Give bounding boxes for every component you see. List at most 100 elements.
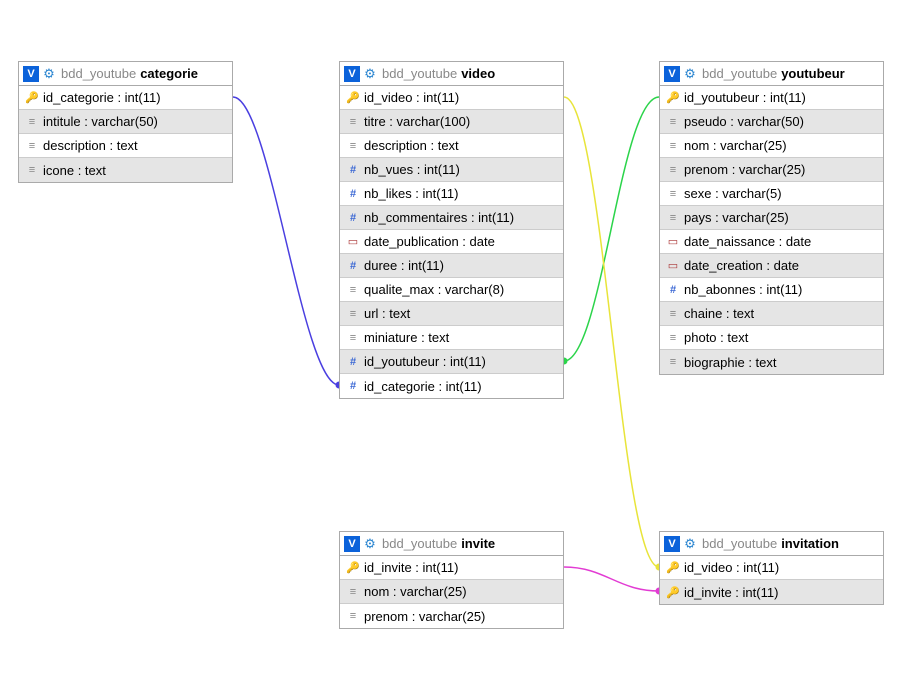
column-row[interactable]: 🔑id_categorie : int(11) — [19, 86, 232, 110]
column-row[interactable]: ≡sexe : varchar(5) — [660, 182, 883, 206]
column-row[interactable]: #id_youtubeur : int(11) — [340, 350, 563, 374]
column-row[interactable]: ▭ date_creation : date — [660, 254, 883, 278]
table-header[interactable]: V⚙bdd_youtubecategorie — [19, 62, 232, 86]
column-row[interactable]: ▭date_naissance : date — [660, 230, 883, 254]
db-name-label: bdd_youtube — [702, 536, 777, 551]
relation-connector — [233, 97, 339, 385]
num-icon: # — [346, 188, 360, 200]
column-row[interactable]: ≡chaine : text — [660, 302, 883, 326]
db-name-label: bdd_youtube — [382, 66, 457, 81]
table-invitation[interactable]: V⚙ bdd_youtube invitation 🔑id_video : int(1… — [659, 531, 884, 605]
text-icon: ≡ — [346, 610, 360, 622]
column-row[interactable]: ≡ intitule : varchar(50) — [19, 110, 232, 134]
column-row[interactable]: 🔑 id_invite : int(11) — [340, 556, 563, 580]
text-icon: ≡ — [346, 140, 360, 152]
text-icon: ≡ — [666, 356, 680, 368]
column-row[interactable]: #duree : int(11) — [340, 254, 563, 278]
gear-icon[interactable]: ⚙ — [362, 66, 378, 82]
column-label: id_youtubeur : int(11) — [364, 354, 486, 369]
column-row[interactable]: ≡pseudo : varchar(50) — [660, 110, 883, 134]
gear-icon[interactable]: ⚙ — [682, 536, 698, 552]
key-icon: 🔑 — [25, 91, 39, 104]
column-row[interactable]: #id_categorie : int(11) — [340, 374, 563, 398]
column-label: prenom : varchar(25) — [684, 162, 805, 177]
column-row[interactable]: ≡nom : varchar(25) — [340, 580, 563, 604]
table-name-label: video — [461, 66, 495, 81]
table-categorie[interactable]: V⚙bdd_youtubecategorie🔑id_categorie : in… — [18, 61, 233, 183]
text-icon: ≡ — [666, 140, 680, 152]
column-row[interactable]: ≡pays : varchar(25) — [660, 206, 883, 230]
key-icon: 🔑 — [666, 91, 680, 104]
column-row[interactable]: ≡description : text — [340, 134, 563, 158]
column-row[interactable]: ≡qualite_max : varchar(8) — [340, 278, 563, 302]
column-row[interactable]: ≡titre : varchar(100) — [340, 110, 563, 134]
column-row[interactable]: ≡ biographie : text — [660, 350, 883, 374]
column-label: icone : text — [43, 163, 106, 178]
column-row[interactable]: ≡url : text — [340, 302, 563, 326]
table-header[interactable]: V⚙ bdd_youtube invitation — [660, 532, 883, 556]
column-row[interactable]: ≡ prenom : varchar(25) — [660, 158, 883, 182]
num-icon: # — [346, 164, 360, 176]
view-icon[interactable]: V — [664, 66, 680, 82]
view-icon[interactable]: V — [344, 536, 360, 552]
table-header[interactable]: V⚙ bdd_youtube video — [340, 62, 563, 86]
column-row[interactable]: ≡ prenom : varchar(25) — [340, 604, 563, 628]
table-youtubeur[interactable]: V⚙ bdd_youtube youtubeur 🔑id_youtubeur : in… — [659, 61, 884, 375]
date-icon: ▭ — [666, 259, 680, 272]
column-row[interactable]: #nb_commentaires : int(11) — [340, 206, 563, 230]
column-row[interactable]: 🔑id_video : int(11) — [340, 86, 563, 110]
key-icon: 🔑 — [666, 561, 680, 574]
text-icon: ≡ — [666, 164, 680, 176]
text-icon: ≡ — [346, 332, 360, 344]
date-icon: ▭ — [666, 235, 680, 248]
text-icon: ≡ — [346, 586, 360, 598]
view-icon[interactable]: V — [23, 66, 39, 82]
text-icon: ≡ — [25, 164, 39, 176]
column-row[interactable]: ≡nom : varchar(25) — [660, 134, 883, 158]
column-row[interactable]: ≡ miniature : text — [340, 326, 563, 350]
table-header[interactable]: V⚙bdd_youtubeinvite — [340, 532, 563, 556]
text-icon: ≡ — [346, 284, 360, 296]
table-video[interactable]: V⚙ bdd_youtube video 🔑id_video : int(11)≡ti… — [339, 61, 564, 399]
table-name-label: invitation — [781, 536, 839, 551]
view-icon[interactable]: V — [344, 66, 360, 82]
gear-icon[interactable]: ⚙ — [682, 66, 698, 82]
column-row[interactable]: ≡ description : text — [19, 134, 232, 158]
table-name-label: youtubeur — [781, 66, 845, 81]
column-row[interactable]: ≡photo : text — [660, 326, 883, 350]
table-invite[interactable]: V⚙bdd_youtubeinvite 🔑 id_invite : int(11) ≡… — [339, 531, 564, 629]
key-icon: 🔑 — [666, 586, 680, 599]
column-label: description : text — [43, 138, 138, 153]
view-icon[interactable]: V — [664, 536, 680, 552]
text-icon: ≡ — [25, 116, 39, 128]
gear-icon[interactable]: ⚙ — [362, 536, 378, 552]
column-row[interactable]: # nb_likes : int(11) — [340, 182, 563, 206]
column-label: date_publication : date — [364, 234, 495, 249]
text-icon: ≡ — [25, 140, 39, 152]
table-header[interactable]: V⚙ bdd_youtube youtubeur — [660, 62, 883, 86]
column-label: id_categorie : int(11) — [364, 379, 482, 394]
column-row[interactable]: #nb_vues : int(11) — [340, 158, 563, 182]
column-label: nb_likes : int(11) — [364, 186, 458, 201]
num-icon: # — [346, 212, 360, 224]
column-row[interactable]: 🔑 id_invite : int(11) — [660, 580, 883, 604]
db-name-label: bdd_youtube — [61, 66, 136, 81]
column-label: id_invite : int(11) — [364, 560, 458, 575]
column-row[interactable]: ▭date_publication : date — [340, 230, 563, 254]
column-label: prenom : varchar(25) — [364, 609, 485, 624]
key-icon: 🔑 — [346, 561, 360, 574]
column-label: intitule : varchar(50) — [43, 114, 158, 129]
column-row[interactable]: 🔑id_video : int(11) — [660, 556, 883, 580]
column-label: miniature : text — [364, 330, 449, 345]
column-row[interactable]: #nb_abonnes : int(11) — [660, 278, 883, 302]
column-label: biographie : text — [684, 355, 777, 370]
column-label: date_creation : date — [684, 258, 799, 273]
column-row[interactable]: ≡ icone : text — [19, 158, 232, 182]
column-label: id_invite : int(11) — [684, 585, 778, 600]
text-icon: ≡ — [346, 308, 360, 320]
column-row[interactable]: 🔑id_youtubeur : int(11) — [660, 86, 883, 110]
db-name-label: bdd_youtube — [702, 66, 777, 81]
gear-icon[interactable]: ⚙ — [41, 66, 57, 82]
text-icon: ≡ — [666, 212, 680, 224]
text-icon: ≡ — [666, 188, 680, 200]
